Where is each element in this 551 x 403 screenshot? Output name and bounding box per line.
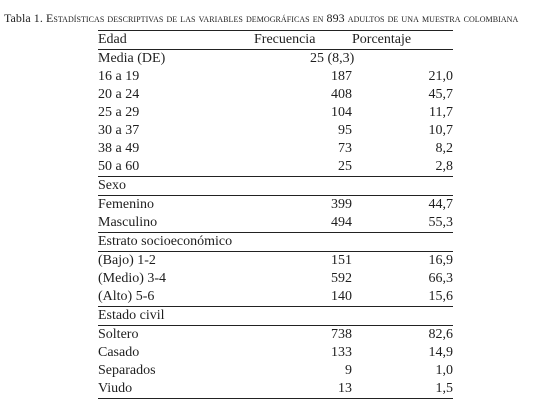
caption-text-after: adultos de una muestra colombiana: [344, 11, 519, 25]
table-row: 30 a 37 95 10,7: [98, 122, 453, 140]
table-row: Femenino 399 44,7: [98, 196, 453, 215]
row-percentage: 45,7: [428, 87, 454, 102]
caption-number: 893: [326, 11, 345, 25]
row-percentage: 55,3: [428, 215, 454, 230]
table-row: (Bajo) 1-2 151 16,9: [98, 252, 453, 271]
row-label: Soltero: [98, 327, 139, 342]
table-caption: Tabla 1. Estadísticas descriptivas de la…: [4, 11, 549, 25]
table-row: (Medio) 3-4 592 66,3: [98, 270, 453, 288]
section-estrato: Estrato socioeconómico (Bajo) 1-2 151 16…: [98, 232, 453, 307]
section-edad: Media (DE) 25 (8,3) 16 a 19 187 21,0 20 …: [98, 50, 453, 177]
section-title-estrato: Estrato socioeconómico: [98, 232, 453, 252]
row-percentage: [352, 50, 453, 69]
row-label: 20 a 24: [98, 87, 140, 102]
section-header-row: Estrato socioeconómico: [98, 232, 453, 252]
table-row: 50 a 60 25 2,8: [98, 158, 453, 177]
row-percentage: 11,7: [429, 105, 453, 120]
row-frequency: 399: [331, 197, 352, 212]
table-row: Separados 9 1,0: [98, 362, 453, 380]
row-frequency: 187: [331, 69, 352, 84]
row-percentage: 2,8: [435, 159, 454, 174]
row-percentage: 66,3: [428, 271, 454, 286]
table-row: Soltero 738 82,6: [98, 326, 453, 345]
table-row: Viudo 13 1,5: [98, 380, 453, 399]
header-frecuencia: Frecuencia: [254, 32, 316, 47]
row-label: 25 a 29: [98, 105, 140, 120]
row-label: Viudo: [98, 380, 254, 399]
row-label: Masculino: [98, 215, 158, 230]
table-row: Masculino 494 55,3: [98, 214, 453, 233]
row-percentage: 8,2: [435, 141, 454, 156]
table-row: 16 a 19 187 21,0: [98, 68, 453, 86]
row-frequency: 13: [254, 380, 352, 399]
row-percentage: 10,7: [428, 123, 454, 138]
row-frequency: 95: [338, 123, 352, 138]
row-label: 30 a 37: [98, 123, 140, 138]
row-frequency: 151: [331, 253, 352, 268]
header-porcentaje: Porcentaje: [352, 32, 412, 47]
table-header-row: Edad Frecuencia Porcentaje: [98, 30, 453, 50]
section-header-row: Sexo: [98, 176, 453, 196]
row-label: (Bajo) 1-2: [98, 253, 156, 268]
header-edad: Edad: [98, 32, 127, 47]
section-sexo: Sexo Femenino 399 44,7 Masculino 494 55,…: [98, 176, 453, 233]
row-percentage: 16,9: [428, 253, 454, 268]
row-frequency: 494: [331, 215, 352, 230]
row-frequency: 104: [331, 105, 352, 120]
descriptive-statistics-table: Edad Frecuencia Porcentaje Media (DE) 25…: [98, 30, 453, 399]
row-percentage: 21,0: [428, 69, 454, 84]
row-percentage: 1,5: [352, 380, 453, 399]
table-row: 25 a 29 104 11,7: [98, 104, 453, 122]
table-row: 38 a 49 73 8,2: [98, 140, 453, 158]
section-title-sexo: Sexo: [98, 176, 453, 196]
section-header-row: Estado civil: [98, 306, 453, 326]
row-frequency: 140: [331, 289, 352, 304]
table-row: (Alto) 5-6 140 15,6: [98, 288, 453, 307]
row-label: Casado: [98, 345, 140, 360]
row-percentage: 15,6: [428, 289, 454, 304]
table-row: Media (DE) 25 (8,3): [98, 50, 453, 69]
row-label: 16 a 19: [98, 69, 140, 84]
row-percentage: 44,7: [428, 197, 454, 212]
row-label: 50 a 60: [98, 159, 140, 174]
row-percentage: 1,0: [435, 363, 454, 378]
row-label: Media (DE): [98, 51, 166, 66]
row-frequency: 9: [345, 363, 352, 378]
table-row: Casado 133 14,9: [98, 344, 453, 362]
section-estado-civil: Estado civil Soltero 738 82,6 Casado 133…: [98, 306, 453, 399]
row-percentage: 82,6: [428, 327, 454, 342]
row-frequency: 408: [331, 87, 352, 102]
row-label: Separados: [98, 363, 156, 378]
row-frequency: 25 (8,3): [310, 51, 355, 66]
row-frequency: 73: [338, 141, 352, 156]
section-title-estado-civil: Estado civil: [98, 306, 453, 326]
row-percentage: 14,9: [428, 345, 454, 360]
table-row: 20 a 24 408 45,7: [98, 86, 453, 104]
row-frequency: 592: [331, 271, 352, 286]
caption-text-before: Estadísticas descriptivas de las variabl…: [45, 11, 327, 25]
row-frequency: 738: [331, 327, 352, 342]
row-frequency: 25: [338, 159, 352, 174]
row-label: (Alto) 5-6: [98, 289, 155, 304]
row-label: (Medio) 3-4: [98, 271, 167, 286]
caption-label: Tabla 1.: [4, 11, 46, 25]
row-label: 38 a 49: [98, 141, 140, 156]
row-label: Femenino: [98, 197, 154, 212]
row-frequency: 133: [331, 345, 352, 360]
